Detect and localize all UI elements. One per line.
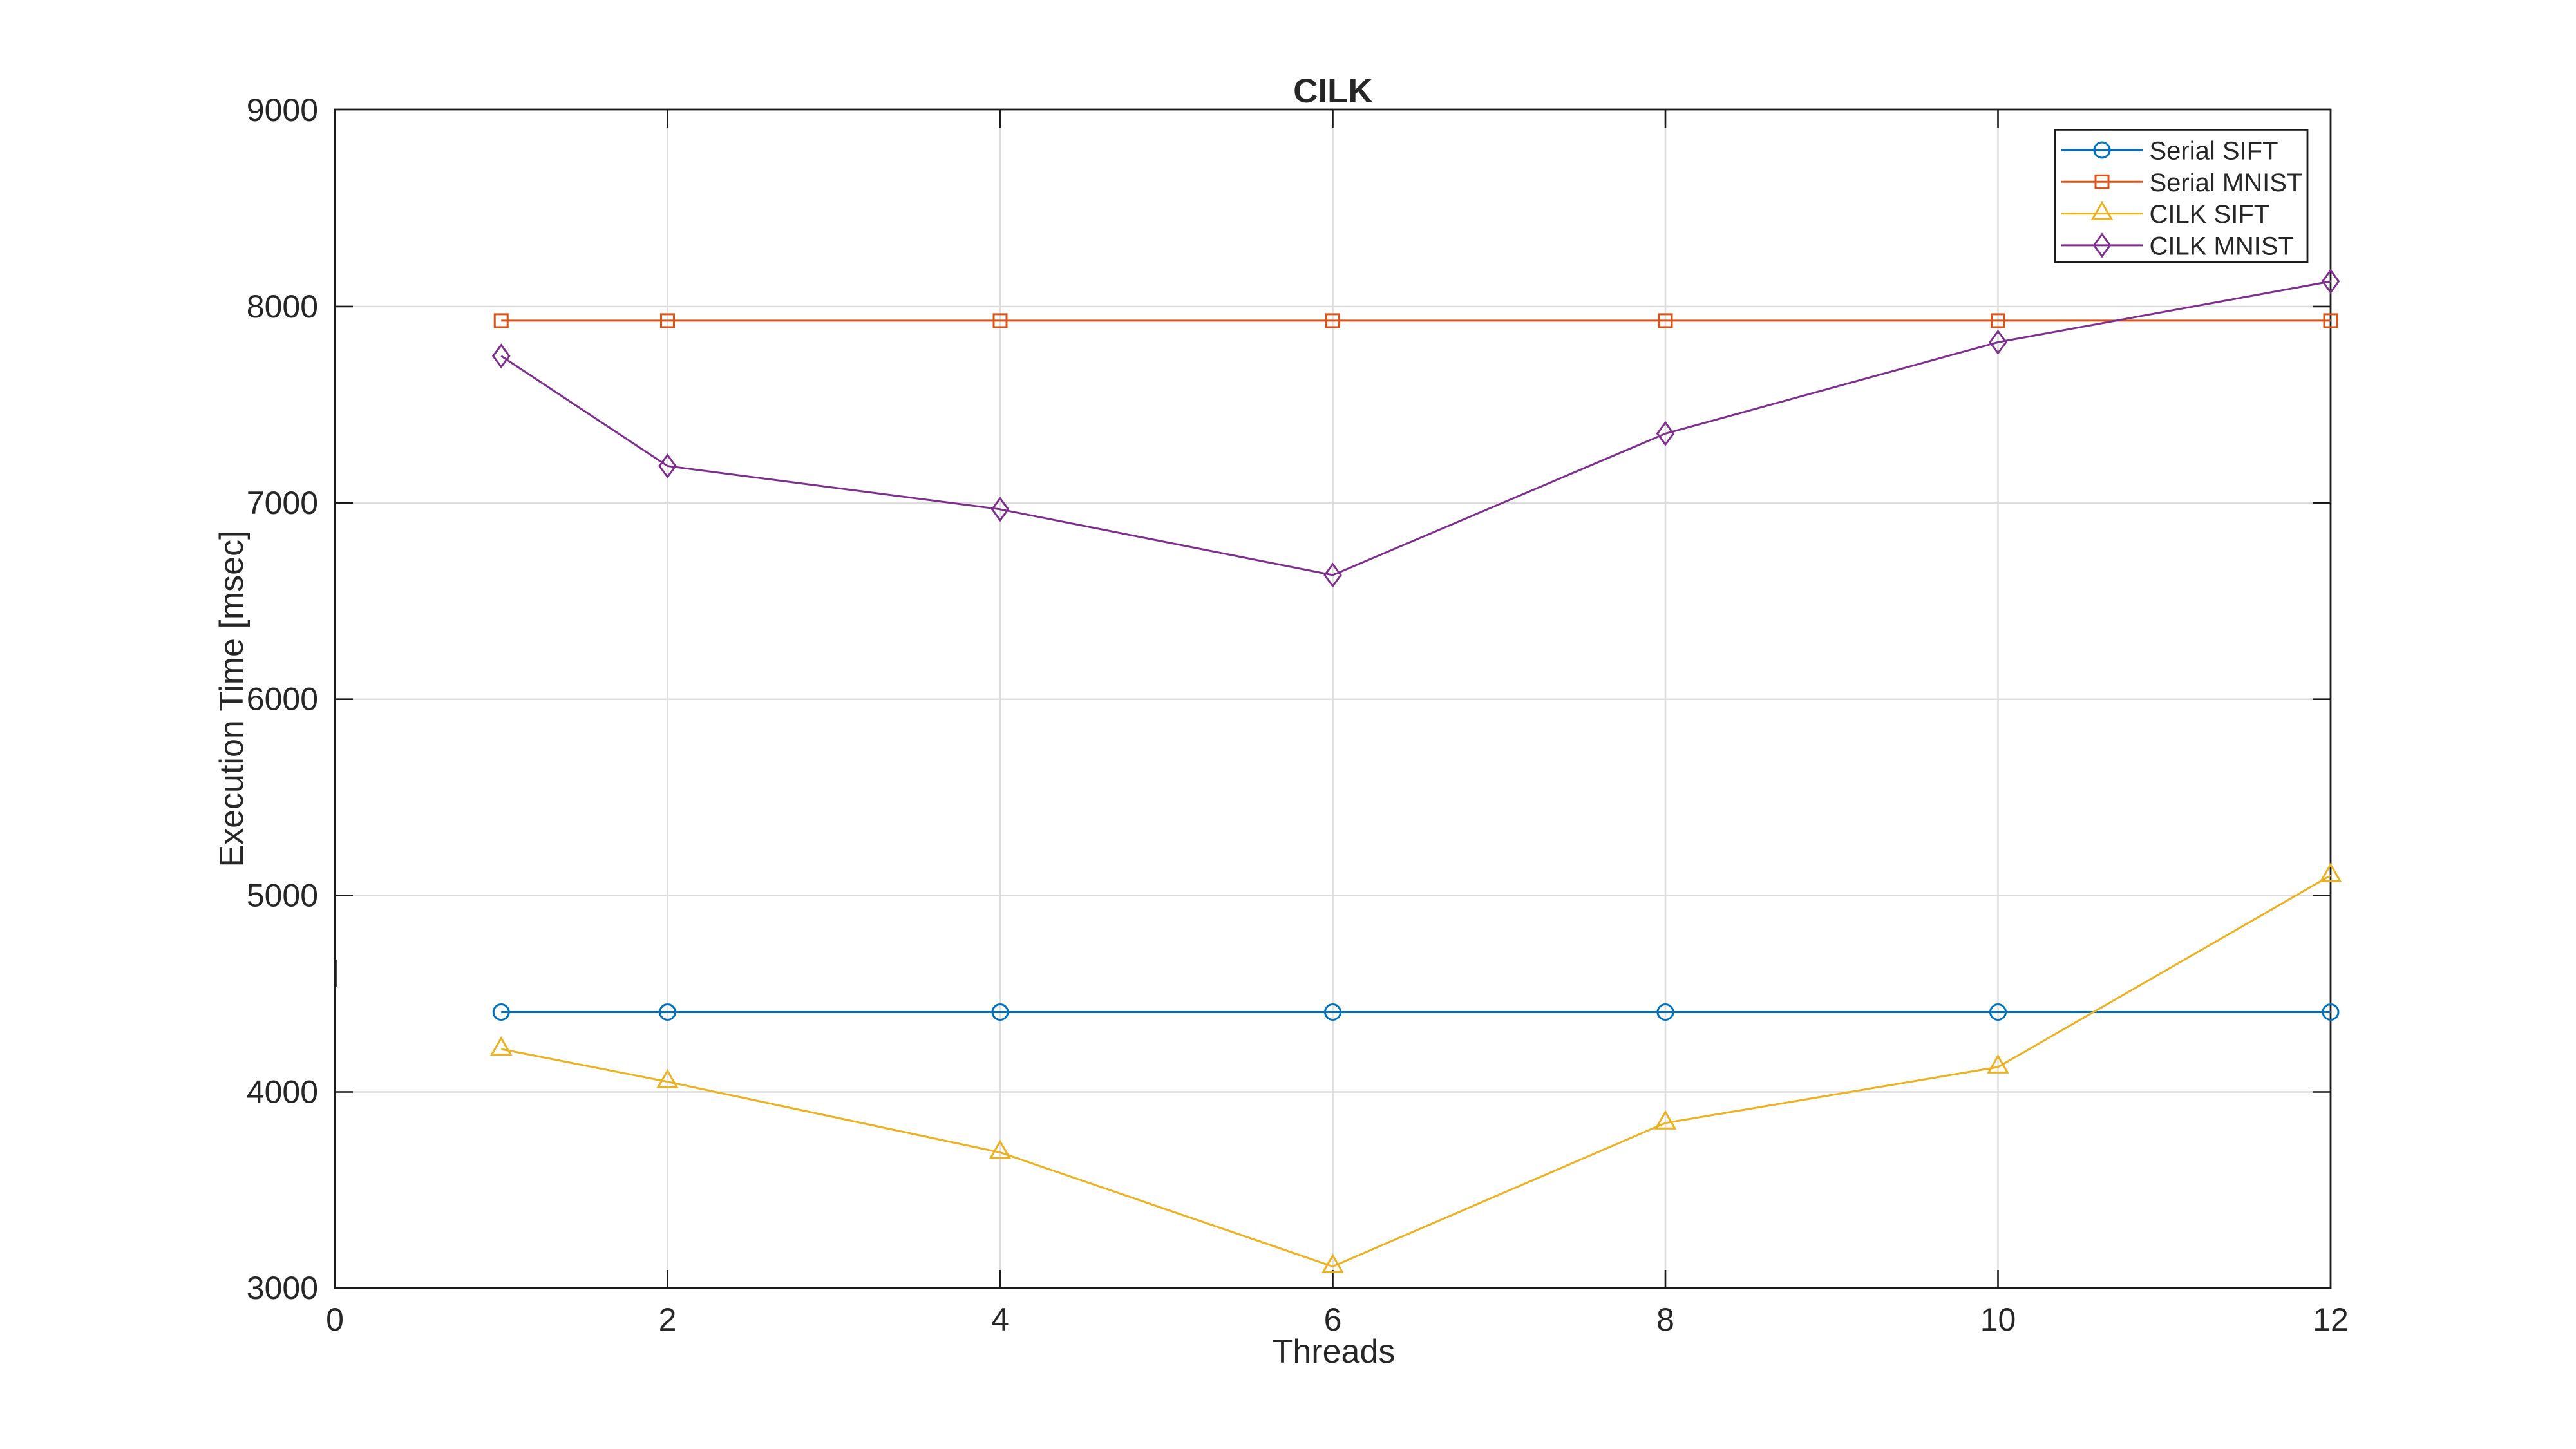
svg-text:8: 8: [1656, 1302, 1674, 1338]
svg-text:0: 0: [326, 1302, 344, 1338]
svg-text:12: 12: [2313, 1302, 2349, 1338]
svg-text:4: 4: [991, 1302, 1009, 1338]
svg-text:2: 2: [659, 1302, 677, 1338]
svg-text:CILK: CILK: [1293, 72, 1373, 110]
svg-text:6000: 6000: [247, 681, 318, 717]
svg-text:6: 6: [1324, 1302, 1342, 1338]
svg-text:9000: 9000: [247, 92, 318, 128]
svg-text:Serial MNIST: Serial MNIST: [2150, 169, 2303, 197]
svg-text:Threads: Threads: [1273, 1333, 1396, 1370]
svg-text:8000: 8000: [247, 289, 318, 325]
svg-text:5000: 5000: [247, 878, 318, 914]
svg-text:CILK SIFT: CILK SIFT: [2150, 200, 2270, 229]
svg-text:Serial SIFT: Serial SIFT: [2150, 137, 2278, 166]
svg-text:7000: 7000: [247, 485, 318, 521]
svg-text:4000: 4000: [247, 1074, 318, 1110]
svg-text:3000: 3000: [247, 1270, 318, 1306]
svg-text:CILK MNIST: CILK MNIST: [2150, 232, 2294, 260]
svg-text:Execution Time [msec]: Execution Time [msec]: [213, 530, 251, 867]
svg-text:10: 10: [1980, 1302, 2016, 1338]
